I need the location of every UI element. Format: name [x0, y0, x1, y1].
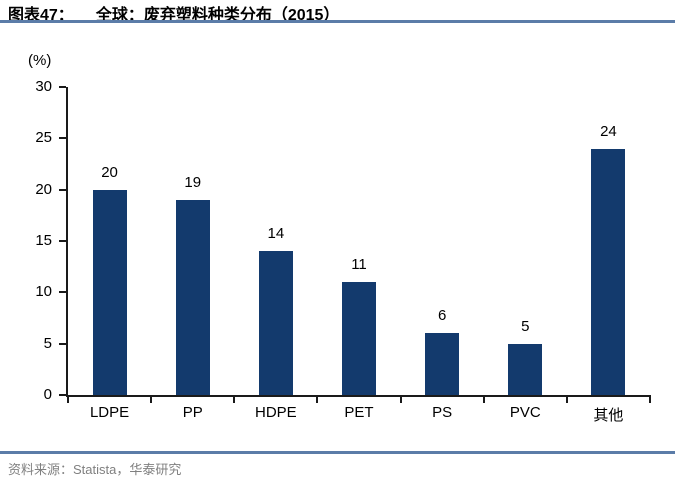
y-axis-tick: [59, 137, 66, 140]
x-axis-line: [66, 395, 651, 397]
x-axis-tick: [150, 397, 153, 403]
title-underline-rule: [0, 20, 675, 23]
x-axis-category-label: PET: [344, 404, 374, 421]
y-axis-tick-label: 15: [35, 232, 52, 249]
y-axis-tick-label: 5: [43, 334, 52, 352]
x-axis-category-label: PVC: [509, 404, 541, 421]
x-axis-category-label: HDPE: [255, 404, 297, 421]
footer-rule: [0, 451, 675, 454]
y-axis-tick-label: 20: [35, 180, 52, 198]
y-axis-tick: [59, 342, 66, 345]
bar-value-label: 11: [351, 256, 367, 274]
y-axis-tick-label: 30: [35, 78, 52, 95]
y-axis-tick: [59, 86, 66, 88]
x-axis-tick: [67, 397, 69, 403]
y-axis-unit-label: (%): [28, 52, 52, 69]
y-axis-tick: [59, 394, 66, 396]
y-axis-tick-label: 0: [43, 386, 52, 403]
y-axis-line: [66, 87, 68, 397]
y-axis-tick: [59, 291, 66, 294]
x-axis-tick: [649, 397, 651, 403]
bar: [591, 148, 626, 395]
x-axis-tick: [233, 397, 236, 403]
x-axis-category-label: LDPE: [89, 404, 130, 421]
x-axis-tick: [316, 397, 319, 403]
bar: [175, 199, 210, 395]
y-axis-tick-label: 10: [35, 283, 52, 301]
bar: [92, 189, 127, 395]
bar-value-label: 24: [600, 122, 617, 140]
y-axis-tick: [59, 240, 66, 242]
figure-caption: 全球：废弃塑料种类分布（2015）: [95, 7, 340, 24]
x-axis-category-label: PS: [432, 404, 453, 421]
x-axis-tick: [482, 397, 485, 403]
y-axis-tick: [59, 188, 66, 191]
bar: [258, 251, 293, 395]
bar-value-label: 20: [101, 163, 118, 181]
bar-value-label: 14: [267, 225, 285, 243]
bar: [425, 333, 460, 395]
x-axis-category-label: 其他: [593, 407, 624, 424]
bar-value-label: 5: [521, 317, 530, 335]
source-note: 资料来源：Statista，华泰研究: [8, 462, 182, 477]
figure-number: 图表47：: [8, 7, 74, 24]
x-axis-tick: [399, 397, 402, 403]
bar: [508, 343, 543, 395]
y-axis-tick-label: 25: [35, 129, 52, 147]
bar: [342, 282, 376, 395]
bar-value-label: 6: [437, 307, 447, 325]
figure-title: 图表47： 全球：废弃塑料种类分布（2015）: [8, 1, 339, 25]
bar-value-label: 19: [184, 173, 202, 191]
x-axis-tick: [565, 397, 568, 403]
x-axis-category-label: PP: [182, 404, 203, 421]
